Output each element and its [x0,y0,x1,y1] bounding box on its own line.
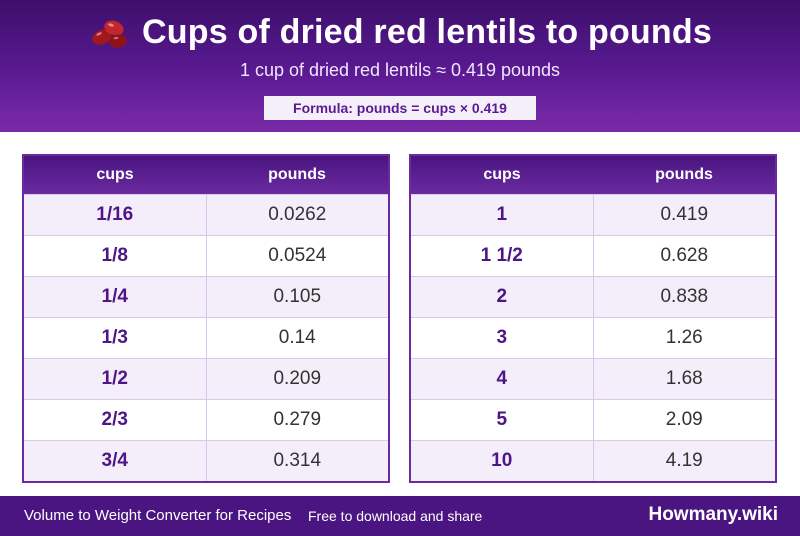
cups-cell: 1 [411,195,594,235]
pounds-cell: 0.838 [660,286,709,307]
table-header: cups pounds [24,156,388,194]
table-row: 2/3 0.279 [24,399,388,440]
cups-cell: 1 1/2 [411,236,594,276]
column-header-cups: cups [483,166,521,183]
conversion-table-right: cups pounds 1 0.419 1 1/2 0.628 2 0.838 3 1.… [409,154,777,483]
brand-link[interactable]: Howmany.wiki [648,504,778,525]
cups-cell: 2/3 [24,400,207,440]
table-body: 1 0.419 1 1/2 0.628 2 0.838 3 1.26 4 1.68 5 2.… [411,194,775,481]
header-banner: Cups of dried red lentils to pounds 1 cu… [0,0,800,132]
pounds-cell: 0.419 [660,204,709,225]
pounds-cell: 0.105 [273,286,322,307]
pounds-cell: 0.628 [660,245,709,266]
table-row: 3/4 0.314 [24,440,388,481]
table-row: 10 4.19 [411,440,775,481]
cups-cell: 1/8 [24,236,207,276]
pounds-cell: 1.26 [665,327,703,348]
table-header: cups pounds [411,156,775,194]
column-header-pounds: pounds [268,166,326,183]
pounds-cell: 0.209 [273,368,322,389]
table-row: 3 1.26 [411,317,775,358]
table-row: 1/2 0.209 [24,358,388,399]
pounds-cell: 0.279 [273,409,322,430]
footer-note: Free to download and share [308,508,483,524]
table-row: 2 0.838 [411,276,775,317]
pounds-cell: 2.09 [665,409,703,430]
table-row: 1/4 0.105 [24,276,388,317]
conversion-subtitle: 1 cup of dried red lentils ≈ 0.419 pound… [239,60,561,80]
table-row: 1 0.419 [411,194,775,235]
table-row: 4 1.68 [411,358,775,399]
pounds-cell: 0.0524 [268,245,327,266]
table-row: 1/16 0.0262 [24,194,388,235]
cups-cell: 3/4 [24,441,207,481]
cups-cell: 3 [411,318,594,358]
title-row: Cups of dried red lentils to pounds [0,13,800,52]
footer-description: Volume to Weight Converter for Recipes [24,507,292,524]
table-body: 1/16 0.0262 1/8 0.0524 1/4 0.105 1/3 0.14 1/… [24,194,388,481]
table-row: 1 1/2 0.628 [411,235,775,276]
cups-cell: 5 [411,400,594,440]
pounds-cell: 0.0262 [268,204,327,225]
table-row: 1/3 0.14 [24,317,388,358]
pounds-cell: 0.314 [273,450,322,471]
cups-cell: 10 [411,441,594,481]
pounds-cell: 4.19 [665,450,703,471]
table-row: 1/8 0.0524 [24,235,388,276]
pounds-cell: 0.14 [278,327,316,348]
cups-cell: 1/16 [24,195,207,235]
cups-cell: 4 [411,359,594,399]
pounds-cell: 1.68 [665,368,703,389]
column-header-pounds: pounds [655,166,713,183]
table-row: 5 2.09 [411,399,775,440]
conversion-table-left: cups pounds 1/16 0.0262 1/8 0.0524 1/4 0.10… [22,154,390,483]
cups-cell: 1/4 [24,277,207,317]
cups-cell: 1/3 [24,318,207,358]
formula-badge: Formula: pounds = cups × 0.419 [264,96,536,120]
red-beans-icon [92,20,127,48]
page-title: Cups of dried red lentils to pounds [142,13,712,51]
column-header-cups: cups [96,166,134,183]
cups-cell: 2 [411,277,594,317]
cups-cell: 1/2 [24,359,207,399]
footer-bar: Volume to Weight Converter for Recipes F… [0,496,800,536]
